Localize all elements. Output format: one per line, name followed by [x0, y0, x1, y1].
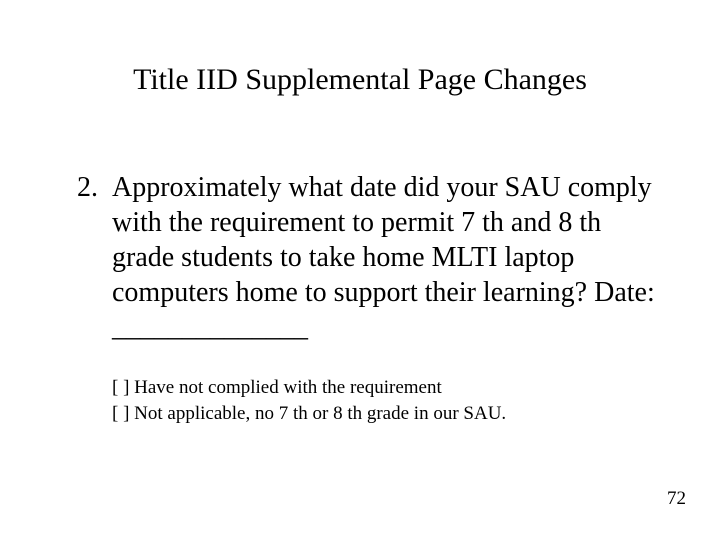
page-number: 72 — [667, 488, 686, 510]
option-not-applicable: [ ] Not applicable, no 7 th or 8 th grad… — [112, 401, 664, 427]
question-number: 2. — [64, 170, 112, 205]
question-item: 2. Approximately what date did your SAU … — [64, 170, 664, 345]
options-block: [ ] Have not complied with the requireme… — [112, 375, 664, 426]
slide: Title IID Supplemental Page Changes 2. A… — [0, 0, 720, 540]
page-title: Title IID Supplemental Page Changes — [0, 62, 720, 98]
body: 2. Approximately what date did your SAU … — [64, 170, 664, 426]
option-not-complied: [ ] Have not complied with the requireme… — [112, 375, 664, 401]
question-text: Approximately what date did your SAU com… — [112, 170, 664, 345]
